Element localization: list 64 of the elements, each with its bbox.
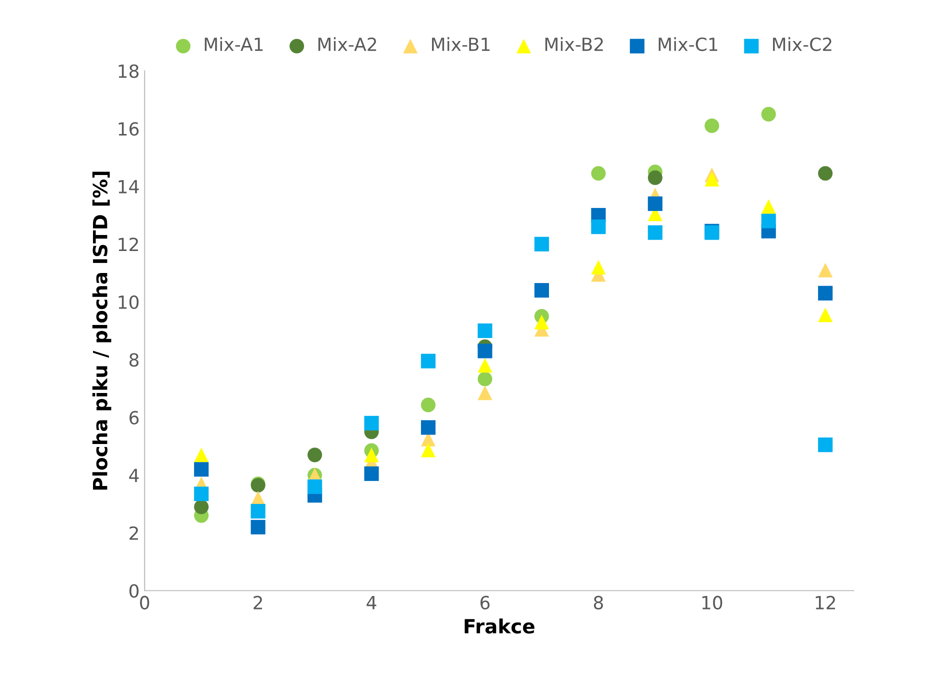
point	[420, 398, 436, 412]
y-tick-label: 2	[130, 526, 138, 540]
point	[818, 262, 833, 278]
point	[818, 286, 833, 300]
point	[818, 438, 833, 452]
y-tick-label: 16	[118, 122, 139, 136]
point	[194, 500, 209, 514]
point	[648, 196, 662, 211]
y-tick-label: 4	[129, 468, 139, 482]
x-tick-label: 2	[254, 596, 262, 610]
x-tick-label: 8	[594, 596, 603, 610]
legend-label: Mix-A1	[204, 37, 263, 51]
point	[648, 170, 662, 185]
legend-label: Mix-B1	[432, 37, 490, 51]
x-tick-label: 0	[140, 596, 150, 610]
x-tick-label: 6	[480, 596, 490, 610]
point	[420, 420, 436, 435]
point	[194, 486, 209, 502]
legend-label: Mix-C2	[773, 37, 832, 52]
point	[591, 220, 606, 234]
point	[364, 416, 379, 430]
point	[250, 504, 266, 519]
point	[591, 166, 606, 181]
legend-label: Mix-A2	[318, 37, 376, 51]
y-tick-label: 6	[130, 410, 139, 424]
point	[818, 308, 833, 322]
y-tick-label: 18	[118, 64, 139, 78]
y-tick-label: 0	[129, 584, 139, 598]
point	[420, 354, 436, 368]
point	[478, 344, 492, 358]
point	[194, 462, 209, 477]
legend-label: Mix-B2	[545, 37, 603, 51]
x-tick-label: 12	[816, 596, 836, 610]
point	[308, 479, 322, 494]
y-axis-title: Plocha piku / plocha ISTD [%]	[92, 172, 112, 490]
point	[591, 260, 606, 275]
point	[704, 172, 720, 186]
point	[818, 166, 833, 181]
x-tick-label: 4	[366, 596, 376, 610]
point	[478, 358, 492, 373]
point	[364, 466, 379, 481]
point	[478, 323, 492, 338]
y-tick-label: 12	[118, 238, 138, 251]
point	[761, 199, 776, 214]
x-axis-title: Frakce	[464, 618, 534, 634]
point	[761, 214, 776, 228]
point	[250, 520, 266, 534]
point	[534, 314, 549, 330]
point	[420, 442, 436, 458]
point	[478, 372, 492, 386]
point	[534, 236, 549, 252]
point	[534, 283, 549, 298]
point	[364, 448, 379, 462]
x-tick-label: 10	[702, 596, 722, 610]
point	[308, 448, 322, 462]
point	[194, 448, 209, 462]
point	[478, 386, 492, 400]
y-tick-label: 14	[118, 180, 139, 194]
y-tick-label: 10	[118, 295, 139, 309]
y-tick-label: 8	[129, 353, 139, 367]
point	[704, 118, 720, 134]
point	[761, 106, 776, 122]
legend-label: Mix-C1	[658, 37, 718, 52]
point	[648, 225, 662, 240]
